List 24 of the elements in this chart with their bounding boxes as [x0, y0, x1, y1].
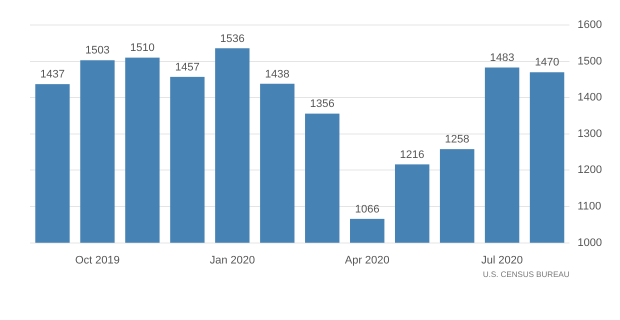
data-label: 1536: [220, 32, 245, 45]
y-tick-label: 1500: [578, 55, 602, 68]
y-tick-label: 1600: [578, 19, 602, 32]
data-label: 1066: [354, 203, 380, 216]
data-label: 1503: [85, 44, 110, 57]
data-label: 1216: [400, 148, 424, 161]
text: U.S. CENSUS BUREAU: [482, 270, 570, 280]
y-tick-label: 1300: [578, 128, 602, 140]
x-tick-label: Jan 2020: [210, 254, 255, 266]
data-label: 1437: [40, 68, 65, 81]
y-tick-label: 1100: [578, 200, 602, 213]
data-label: 1438: [265, 68, 290, 80]
data-label: 1470: [534, 56, 560, 69]
x-tick-label: Jul 2020: [481, 254, 523, 266]
x-tick-label: Apr 2020: [344, 254, 390, 266]
y-tick-label: 1400: [578, 92, 602, 104]
y-tick-label: 1000: [578, 236, 602, 249]
y-tick-label: 1200: [578, 164, 602, 176]
data-label: 1356: [310, 98, 334, 110]
data-label: 1510: [130, 42, 155, 54]
x-tick-label: Oct 2019: [75, 254, 120, 266]
data-label: 1457: [175, 61, 200, 74]
data-label: 1258: [444, 134, 470, 146]
data-label: 1483: [490, 52, 514, 64]
